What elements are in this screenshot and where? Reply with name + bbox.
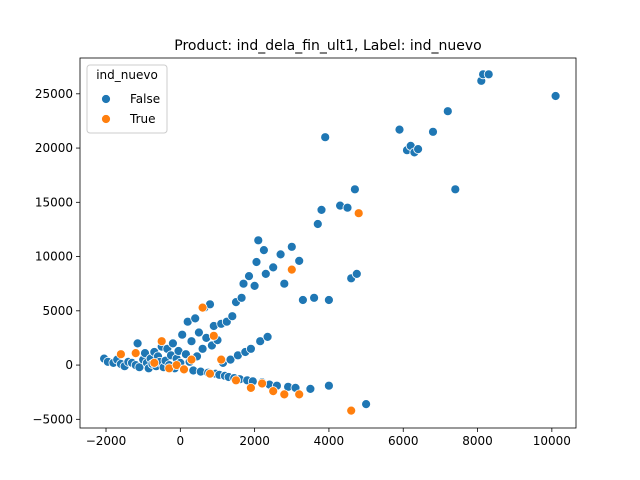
point-false-93 [320, 132, 331, 143]
y-tick-label: 0 [65, 358, 73, 372]
x-tick-label: 0 [176, 434, 184, 448]
legend-title: ind_nuevo [96, 68, 158, 82]
point-true-20 [353, 208, 364, 219]
point-true-11 [216, 354, 227, 365]
point-false-65 [238, 278, 249, 289]
point-false-102 [394, 124, 405, 135]
x-tick-label: 8000 [462, 434, 493, 448]
point-false-94 [323, 380, 334, 391]
y-tick-label: −5000 [32, 412, 73, 426]
y-tick-label: 10000 [35, 250, 73, 264]
point-false-95 [323, 295, 334, 305]
point-false-107 [428, 126, 438, 137]
point-true-18 [294, 389, 305, 400]
point-true-19 [346, 405, 357, 416]
point-false-59 [227, 311, 238, 322]
legend-marker-true [101, 114, 111, 124]
y-tick-label: 20000 [35, 141, 73, 155]
y-tick-label: 25000 [35, 87, 73, 101]
point-true-5 [171, 360, 182, 371]
point-false-108 [442, 106, 453, 117]
y-tick-label: 5000 [42, 304, 73, 318]
point-false-89 [305, 383, 316, 394]
point-false-27 [167, 338, 178, 349]
point-true-2 [149, 357, 160, 368]
point-true-13 [245, 382, 256, 393]
point-false-73 [253, 235, 264, 246]
point-false-82 [275, 249, 286, 260]
x-axis: −2000 0 2000 4000 6000 8000 10000 [86, 428, 571, 448]
point-true-7 [186, 354, 197, 365]
point-true-9 [205, 368, 215, 379]
point-false-71 [249, 280, 260, 291]
x-tick-label: −2000 [86, 434, 127, 448]
legend: ind_nuevo False True [86, 64, 168, 134]
point-false-83 [279, 278, 290, 289]
x-tick-label: 2000 [239, 434, 270, 448]
point-false-69 [245, 343, 256, 354]
point-false-88 [297, 295, 308, 305]
point-false-37 [186, 336, 197, 347]
x-tick-label: 4000 [314, 434, 345, 448]
legend-label-true: True [129, 112, 156, 126]
point-false-106 [413, 144, 424, 155]
point-false-64 [236, 292, 247, 303]
point-true-15 [268, 386, 279, 397]
point-true-1 [130, 348, 141, 359]
point-false-39 [190, 313, 201, 324]
point-false-109 [450, 184, 461, 195]
point-true-17 [286, 264, 297, 275]
legend-marker-false [101, 94, 111, 104]
point-true-0 [116, 349, 126, 360]
y-axis: −5000 0 5000 10000 15000 20000 25000 [32, 87, 80, 426]
plot-frame [79, 57, 577, 429]
point-false-41 [193, 327, 204, 338]
legend-label-false: False [130, 92, 160, 106]
point-true-12 [231, 375, 241, 386]
point-false-78 [262, 331, 273, 342]
point-false-74 [255, 336, 266, 347]
point-false-85 [286, 241, 297, 252]
point-false-77 [260, 268, 271, 279]
point-false-10 [134, 362, 145, 373]
point-false-43 [197, 343, 208, 354]
point-false-90 [309, 292, 320, 303]
point-false-112 [483, 69, 494, 80]
point-false-76 [258, 245, 269, 256]
point-false-92 [316, 204, 327, 215]
point-true-8 [197, 302, 208, 313]
point-false-100 [351, 268, 362, 279]
point-false-80 [268, 262, 279, 273]
points-layer [99, 69, 561, 416]
point-false-32 [177, 329, 188, 340]
point-false-101 [361, 399, 372, 410]
point-false-91 [312, 219, 323, 229]
y-tick-label: 15000 [35, 195, 73, 209]
x-tick-label: 6000 [388, 434, 419, 448]
point-true-14 [257, 378, 268, 389]
chart-title: Product: ind_dela_fin_ult1, Label: ind_n… [174, 38, 482, 54]
point-false-72 [251, 257, 262, 267]
point-true-10 [208, 330, 219, 341]
point-false-9 [132, 338, 143, 349]
x-tick-label: 10000 [533, 434, 571, 448]
point-false-97 [342, 202, 353, 213]
point-false-113 [550, 91, 561, 101]
point-false-68 [244, 271, 254, 282]
point-false-99 [349, 184, 360, 195]
point-false-87 [294, 255, 305, 266]
point-true-16 [279, 389, 290, 400]
point-true-3 [156, 336, 167, 347]
point-true-6 [179, 364, 189, 375]
